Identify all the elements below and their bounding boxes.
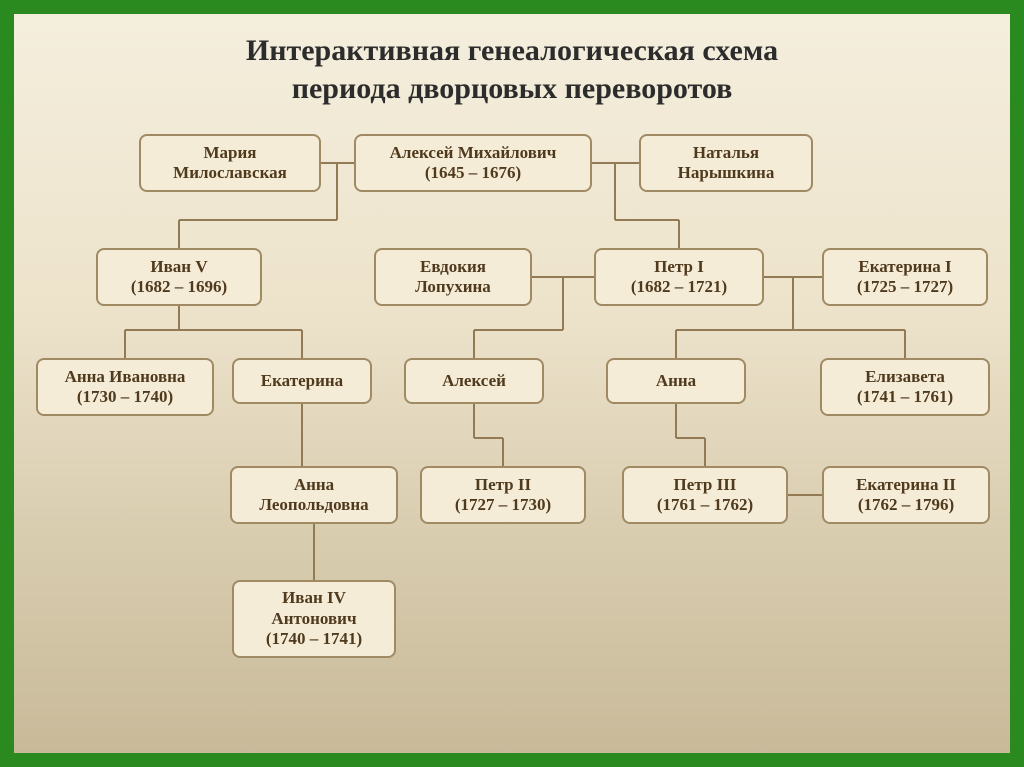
node-maria-miloslavskaya[interactable]: Мария Милославская bbox=[139, 134, 321, 192]
node-ivan-v[interactable]: Иван V (1682 – 1696) bbox=[96, 248, 262, 306]
node-name: Екатерина I bbox=[858, 257, 951, 277]
node-years: (1740 – 1741) bbox=[266, 629, 362, 649]
node-petr-ii[interactable]: Петр II (1727 – 1730) bbox=[420, 466, 586, 524]
title-line1: Интерактивная генеалогическая схема bbox=[14, 32, 1010, 70]
node-name: Анна Ивановна bbox=[65, 367, 186, 387]
node-name2: Леопольдовна bbox=[259, 495, 368, 515]
diagram-title: Интерактивная генеалогическая схема пери… bbox=[14, 32, 1010, 107]
node-petr-i[interactable]: Петр I (1682 – 1721) bbox=[594, 248, 764, 306]
node-name: Иван V bbox=[150, 257, 207, 277]
node-ivan-vi-antonovich[interactable]: Иван IV Антонович (1740 – 1741) bbox=[232, 580, 396, 658]
node-name: Наталья bbox=[693, 143, 759, 163]
node-years: (1761 – 1762) bbox=[657, 495, 753, 515]
node-years: (1762 – 1796) bbox=[858, 495, 954, 515]
node-petr-iii[interactable]: Петр III (1761 – 1762) bbox=[622, 466, 788, 524]
node-name: Екатерина II bbox=[856, 475, 956, 495]
title-line2: периода дворцовых переворотов bbox=[14, 70, 1010, 108]
node-name: Петр I bbox=[654, 257, 704, 277]
node-name2: Нарышкина bbox=[678, 163, 775, 183]
node-name: Анна bbox=[294, 475, 334, 495]
node-years: (1730 – 1740) bbox=[77, 387, 173, 407]
node-anna-leopoldovna[interactable]: Анна Леопольдовна bbox=[230, 466, 398, 524]
node-alexei[interactable]: Алексей bbox=[404, 358, 544, 404]
node-name: Екатерина bbox=[261, 371, 343, 391]
node-name2: Лопухина bbox=[415, 277, 491, 297]
node-years: (1682 – 1696) bbox=[131, 277, 227, 297]
node-name: Евдокия bbox=[420, 257, 486, 277]
node-name: Анна bbox=[656, 371, 696, 391]
node-anna[interactable]: Анна bbox=[606, 358, 746, 404]
diagram-frame: Интерактивная генеалогическая схема пери… bbox=[0, 0, 1024, 767]
node-name: Иван IV bbox=[282, 588, 346, 608]
node-years: (1682 – 1721) bbox=[631, 277, 727, 297]
node-natalia-naryshkina[interactable]: Наталья Нарышкина bbox=[639, 134, 813, 192]
node-anna-ivanovna[interactable]: Анна Ивановна (1730 – 1740) bbox=[36, 358, 214, 416]
node-ekaterina-ii[interactable]: Екатерина II (1762 – 1796) bbox=[822, 466, 990, 524]
node-name: Алексей Михайлович bbox=[390, 143, 557, 163]
node-name: Елизавета bbox=[865, 367, 945, 387]
node-alexei-mikhailovich[interactable]: Алексей Михайлович (1645 – 1676) bbox=[354, 134, 592, 192]
node-name2: Милославская bbox=[173, 163, 287, 183]
node-name: Петр III bbox=[674, 475, 737, 495]
node-name: Алексей bbox=[442, 371, 506, 391]
node-years: (1727 – 1730) bbox=[455, 495, 551, 515]
node-name2: Антонович bbox=[271, 609, 356, 629]
node-name: Петр II bbox=[475, 475, 531, 495]
node-evdokia-lopukhina[interactable]: Евдокия Лопухина bbox=[374, 248, 532, 306]
node-ekaterina-i[interactable]: Екатерина I (1725 – 1727) bbox=[822, 248, 988, 306]
node-ekaterina[interactable]: Екатерина bbox=[232, 358, 372, 404]
node-years: (1741 – 1761) bbox=[857, 387, 953, 407]
node-elizaveta[interactable]: Елизавета (1741 – 1761) bbox=[820, 358, 990, 416]
node-name: Мария bbox=[204, 143, 257, 163]
node-years: (1645 – 1676) bbox=[425, 163, 521, 183]
node-years: (1725 – 1727) bbox=[857, 277, 953, 297]
